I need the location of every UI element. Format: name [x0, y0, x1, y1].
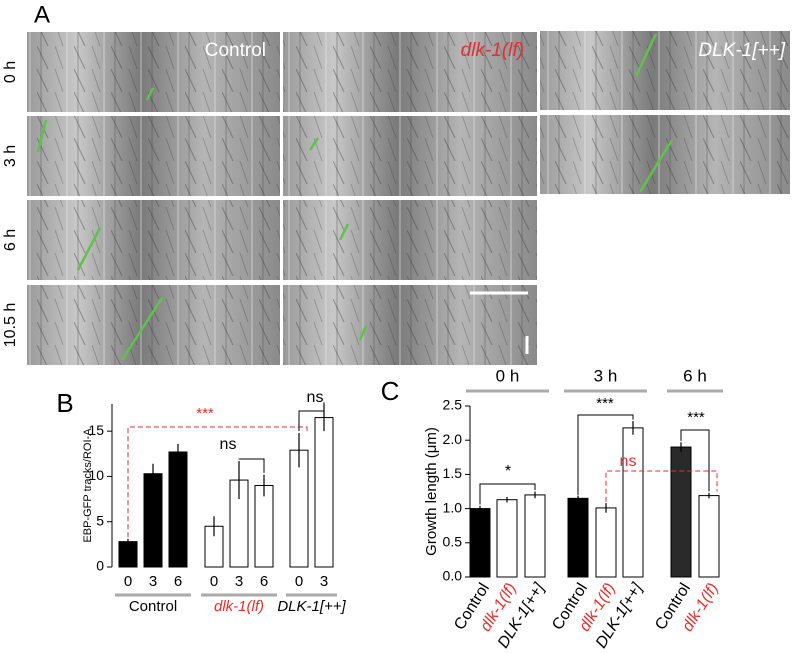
track-trace [338, 223, 350, 241]
row-label: 10.5 h [2, 303, 19, 347]
significance-bracket [577, 414, 634, 495]
kymograph-texture [27, 200, 280, 280]
significance-bracket [298, 402, 325, 432]
column-label: Control [205, 40, 266, 61]
y-tick-label: 5 [96, 512, 104, 528]
bar [496, 499, 518, 578]
y-tick-label: 1.5 [443, 465, 463, 481]
column-label: DLK-1[++] [698, 40, 785, 61]
panel-a: A 0 h 3 h 6 h 10.5 h Control dlk-1(lf) DLK-1[++… [2, 1, 790, 365]
y-tick-label: 2.5 [443, 397, 463, 413]
x-tick-label: 3 [320, 573, 328, 590]
row-label: 6 h [2, 229, 19, 251]
group-label: Control [129, 598, 177, 615]
significance-label: ns [307, 389, 324, 406]
significance-label: *** [196, 405, 214, 422]
kymograph-texture [283, 116, 537, 196]
x-tick-label: 3 [235, 573, 243, 590]
bar [567, 497, 589, 578]
kymograph-texture [283, 32, 537, 112]
significance-bracket [238, 458, 265, 473]
kymograph-texture [27, 116, 280, 196]
track-trace [638, 139, 674, 193]
x-tick-label: 0 [295, 573, 303, 590]
kymograph-texture [540, 115, 790, 194]
group-header: 6 h [683, 366, 707, 385]
panel-label: C [381, 376, 400, 406]
y-tick-label: 0.5 [443, 534, 463, 550]
bar [698, 495, 720, 578]
bar [314, 417, 334, 568]
significance-bracket [680, 429, 710, 492]
track-trace [120, 297, 164, 361]
y-tick-label: 15 [88, 422, 104, 438]
significance-label: ns [220, 436, 237, 453]
track-trace [76, 227, 102, 271]
significance-line [127, 426, 308, 538]
kymograph-texture [27, 32, 280, 112]
column-label: dlk-1(lf) [461, 40, 524, 61]
kymograph-texture [27, 285, 280, 365]
x-tick-label: 0 [124, 573, 132, 590]
y-axis-label: Growth length (μm) [423, 427, 440, 556]
track-trace [634, 33, 658, 77]
panel-label: A [34, 1, 50, 28]
row-label: 3 h [2, 145, 19, 167]
x-tick-label: 0 [210, 573, 218, 590]
bar [254, 485, 274, 568]
significance-label: * [505, 463, 511, 480]
group-label: DLK-1[++] [277, 598, 346, 615]
panel-label: B [56, 388, 73, 418]
group-label: dlk-1(lf) [214, 598, 264, 615]
bar [118, 541, 138, 568]
bar [143, 473, 163, 568]
track-trace [308, 137, 320, 151]
x-tick-label: 3 [149, 573, 157, 590]
significance-label: ns [620, 453, 637, 470]
bar [469, 508, 491, 578]
kymograph-texture [283, 285, 537, 365]
significance-label: *** [596, 395, 614, 412]
x-tick-label: 6 [260, 573, 268, 590]
bar [670, 446, 692, 578]
kymograph-texture [540, 31, 790, 110]
bar [622, 427, 644, 578]
kymograph-texture [283, 200, 537, 280]
track-trace [358, 325, 368, 341]
y-axis-label: EBP-GFP tracks/ROI-A [82, 428, 94, 543]
y-tick-label: 0.0 [443, 568, 463, 584]
bar [168, 451, 188, 568]
row-label: 0 h [2, 61, 19, 83]
x-tick-label: 6 [174, 573, 182, 590]
bar [595, 507, 617, 578]
significance-bracket [479, 483, 536, 505]
significance-line [605, 470, 718, 502]
track-trace [145, 87, 155, 101]
track-trace [36, 119, 48, 153]
group-header: 0 h [496, 366, 520, 385]
y-tick-label: 1.0 [443, 499, 463, 515]
significance-label: *** [687, 409, 705, 426]
bar [289, 449, 309, 568]
group-header: 3 h [594, 366, 618, 385]
y-tick-label: 0 [96, 558, 104, 574]
bar [524, 494, 546, 578]
y-tick-label: 10 [88, 467, 104, 483]
y-tick-label: 2.0 [443, 431, 463, 447]
